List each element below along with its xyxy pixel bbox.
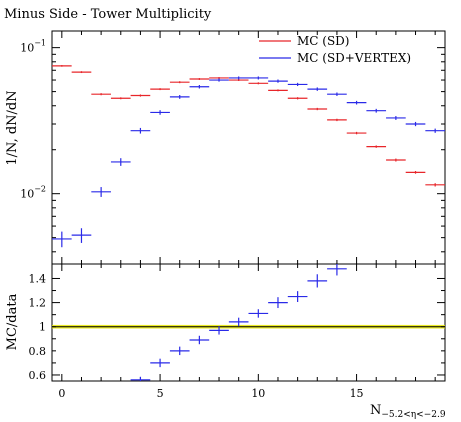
main-axis-ticks: [52, 31, 445, 264]
ratio-y-tick-label: 0.6: [29, 369, 47, 382]
series-mc-sd: [52, 65, 445, 187]
ratio-plot-frame: [51, 263, 446, 382]
ratio-axis-ticks: [52, 264, 445, 381]
ratio-y-axis-label: MC/data: [5, 293, 20, 350]
series-ratio-mc-sd-vertex: [130, 264, 347, 381]
main-plot-frame: [51, 30, 446, 265]
ratio-y-tick-label: 1.4: [29, 272, 47, 285]
ratio-y-tick-label: 1: [39, 321, 46, 334]
x-tick-label: 5: [157, 387, 164, 400]
main-series-group: [52, 65, 445, 248]
main-y-tick-label: 10−2: [20, 185, 46, 201]
legend: MC (SD) MC (SD+VERTEX): [259, 34, 411, 65]
ratio-y-tick-label: 0.8: [29, 345, 47, 358]
ratio-y-tick-labels: 0.6 0.8 1 1.2 1.4: [29, 272, 47, 381]
legend-label-sd-vertex: MC (SD+VERTEX): [297, 51, 411, 65]
main-y-tick-label: 10−1: [20, 39, 46, 55]
main-y-tick-labels: 10−2 10−1: [20, 39, 46, 201]
ratio-y-tick-label: 1.2: [29, 297, 47, 310]
series-mc-sd-vertex: [52, 76, 445, 248]
chart-title: Minus Side - Tower Multiplicity: [4, 7, 212, 22]
x-tick-label: 0: [58, 387, 65, 400]
x-tick-label: 15: [350, 387, 364, 400]
x-axis-label: N−5.2<η<−2.9: [370, 403, 446, 420]
x-tick-label: 10: [251, 387, 265, 400]
legend-label-sd: MC (SD): [297, 34, 350, 48]
x-tick-labels: 0 5 10 15: [58, 387, 363, 400]
main-y-axis-label: 1/N, dN/dN: [5, 90, 20, 165]
ratio-reference-band: [52, 324, 445, 329]
ratio-series-group: [130, 264, 347, 381]
